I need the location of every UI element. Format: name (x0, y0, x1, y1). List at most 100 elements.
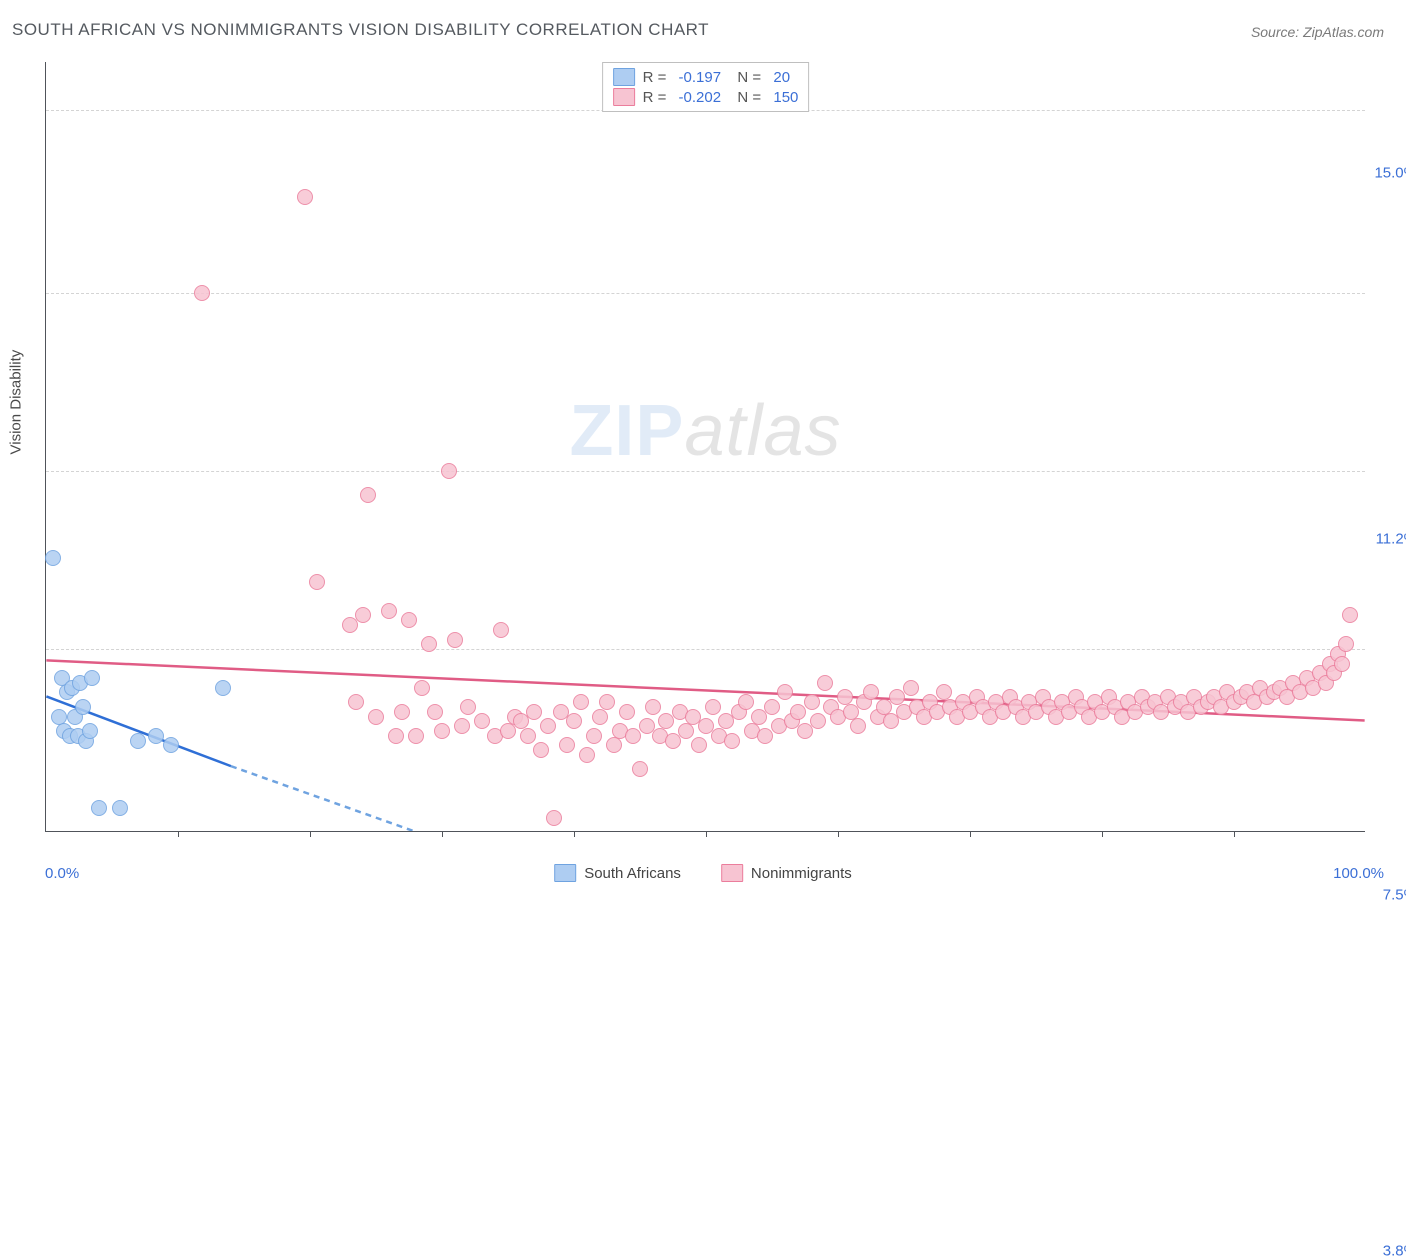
y-tick-label: 11.2% (1367, 531, 1406, 548)
legend-label-nonimmigrants: Nonimmigrants (751, 865, 852, 882)
y-tick-label: 3.8% (1367, 1243, 1406, 1260)
point-nonimmigrants (606, 737, 622, 753)
point-south-africans (130, 733, 146, 749)
point-south-africans (84, 670, 100, 686)
x-min-label: 0.0% (45, 865, 79, 882)
x-tick (310, 831, 311, 837)
stats-n-ni: 150 (773, 89, 798, 106)
x-tick (838, 831, 839, 837)
point-nonimmigrants (850, 718, 866, 734)
legend-swatch-south-africans (554, 864, 576, 882)
point-south-africans (75, 699, 91, 715)
point-south-africans (45, 550, 61, 566)
point-nonimmigrants (566, 713, 582, 729)
grid-line: 11.2% (46, 293, 1365, 294)
chart-title: SOUTH AFRICAN VS NONIMMIGRANTS VISION DI… (12, 20, 709, 40)
point-nonimmigrants (764, 699, 780, 715)
point-nonimmigrants (381, 603, 397, 619)
stats-n-label: N = (729, 69, 765, 86)
point-nonimmigrants (460, 699, 476, 715)
y-tick-label: 15.0% (1367, 165, 1406, 182)
point-south-africans (82, 723, 98, 739)
point-nonimmigrants (678, 723, 694, 739)
point-nonimmigrants (526, 704, 542, 720)
y-tick-label: 7.5% (1367, 887, 1406, 904)
point-nonimmigrants (540, 718, 556, 734)
point-nonimmigrants (705, 699, 721, 715)
point-nonimmigrants (441, 463, 457, 479)
watermark-zip: ZIP (569, 391, 684, 471)
point-nonimmigrants (599, 694, 615, 710)
stats-r-label: R = (643, 89, 671, 106)
point-nonimmigrants (355, 607, 371, 623)
stats-row-nonimmigrants: R = -0.202 N = 150 (613, 88, 799, 106)
point-nonimmigrants (408, 728, 424, 744)
stats-n-label: N = (729, 89, 765, 106)
swatch-south-africans (613, 68, 635, 86)
point-nonimmigrants (414, 680, 430, 696)
point-nonimmigrants (817, 675, 833, 691)
x-tick (706, 831, 707, 837)
legend-swatch-nonimmigrants (721, 864, 743, 882)
point-nonimmigrants (632, 761, 648, 777)
y-axis-label: Vision Disability (8, 350, 25, 455)
stats-r-label: R = (643, 69, 671, 86)
point-nonimmigrants (724, 733, 740, 749)
point-nonimmigrants (559, 737, 575, 753)
point-nonimmigrants (804, 694, 820, 710)
point-nonimmigrants (427, 704, 443, 720)
point-nonimmigrants (546, 810, 562, 826)
chart-source: Source: ZipAtlas.com (1251, 24, 1384, 40)
plot-area: ZIPatlas R = -0.197 N = 20 R = -0.202 N … (45, 62, 1365, 832)
grid-line: 3.8% (46, 649, 1365, 650)
point-nonimmigrants (447, 632, 463, 648)
point-nonimmigrants (348, 694, 364, 710)
stats-row-south-africans: R = -0.197 N = 20 (613, 68, 799, 86)
legend-item-south-africans: South Africans (554, 864, 681, 882)
point-nonimmigrants (619, 704, 635, 720)
point-nonimmigrants (1342, 607, 1358, 623)
x-tick (1234, 831, 1235, 837)
x-tick (1102, 831, 1103, 837)
stats-r-ni: -0.202 (679, 89, 722, 106)
point-nonimmigrants (738, 694, 754, 710)
point-south-africans (148, 728, 164, 744)
point-south-africans (215, 680, 231, 696)
point-nonimmigrants (421, 636, 437, 652)
x-tick (574, 831, 575, 837)
point-nonimmigrants (777, 684, 793, 700)
grid-line: 7.5% (46, 471, 1365, 472)
point-nonimmigrants (573, 694, 589, 710)
point-nonimmigrants (454, 718, 470, 734)
legend-item-nonimmigrants: Nonimmigrants (721, 864, 852, 882)
point-south-africans (163, 737, 179, 753)
point-nonimmigrants (493, 622, 509, 638)
x-max-label: 100.0% (1333, 865, 1384, 882)
point-nonimmigrants (368, 709, 384, 725)
chart-container: SOUTH AFRICAN VS NONIMMIGRANTS VISION DI… (0, 0, 1406, 892)
stats-n-sa: 20 (773, 69, 790, 86)
stats-legend: R = -0.197 N = 20 R = -0.202 N = 150 (602, 62, 810, 112)
point-nonimmigrants (360, 487, 376, 503)
swatch-nonimmigrants (613, 88, 635, 106)
point-nonimmigrants (1338, 636, 1354, 652)
point-nonimmigrants (309, 574, 325, 590)
point-nonimmigrants (533, 742, 549, 758)
point-nonimmigrants (1334, 656, 1350, 672)
point-nonimmigrants (592, 709, 608, 725)
point-nonimmigrants (863, 684, 879, 700)
point-nonimmigrants (903, 680, 919, 696)
watermark: ZIPatlas (569, 390, 841, 472)
watermark-atlas: atlas (684, 391, 841, 471)
point-nonimmigrants (579, 747, 595, 763)
point-nonimmigrants (394, 704, 410, 720)
x-tick (178, 831, 179, 837)
point-nonimmigrants (474, 713, 490, 729)
point-nonimmigrants (297, 189, 313, 205)
point-nonimmigrants (810, 713, 826, 729)
point-south-africans (112, 800, 128, 816)
point-nonimmigrants (434, 723, 450, 739)
x-tick (442, 831, 443, 837)
point-south-africans (91, 800, 107, 816)
point-nonimmigrants (520, 728, 536, 744)
